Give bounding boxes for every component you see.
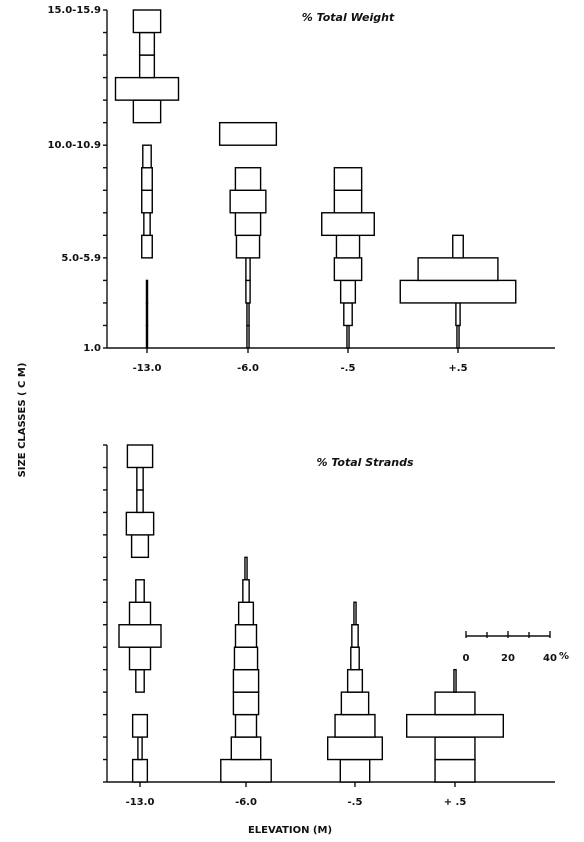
kite-segment: [456, 324, 460, 349]
y-tick-label: 10.0-10.9: [48, 140, 102, 151]
kite-segment: [126, 444, 154, 469]
kite-segment: [141, 234, 153, 259]
chart-title: % Total Strands: [316, 456, 414, 469]
x-tick-label: -.5: [341, 363, 356, 374]
kite-segment: [125, 511, 155, 536]
kite-segment: [406, 713, 505, 738]
scale-label: 0: [463, 653, 470, 664]
kite-segment: [350, 646, 360, 671]
kite-segment: [136, 489, 144, 514]
kite-segment: [138, 31, 156, 56]
x-axis-label: ELEVATION (M): [248, 825, 332, 836]
kite-segment: [333, 257, 363, 282]
kite-segment: [339, 758, 371, 783]
kite-segment: [128, 601, 152, 626]
y-tick-label: 15.0-15.9: [48, 5, 102, 16]
kite-segment: [142, 144, 152, 169]
kite-segment: [218, 121, 278, 146]
kite-segment: [130, 534, 150, 559]
scale-label: 20: [501, 653, 515, 664]
kite-segment: [327, 736, 384, 761]
kite-segment: [333, 167, 363, 191]
kite-segment: [434, 691, 476, 716]
kite-segment: [232, 668, 260, 693]
kite-segment: [137, 736, 143, 761]
y-tick-label: 5.0-5.9: [61, 253, 101, 264]
kite-segment: [333, 189, 363, 214]
kite-segment: [434, 758, 476, 783]
kite-segment: [145, 302, 149, 327]
chart-title: % Total Weight: [302, 11, 395, 24]
scale-label: 40: [543, 653, 557, 664]
kite-segment: [136, 466, 144, 491]
kite-segment: [229, 189, 267, 214]
kite-segment: [346, 668, 364, 693]
kite-segment: [246, 324, 250, 349]
kite-segment: [339, 279, 357, 304]
x-tick-label: +.5: [448, 363, 467, 374]
x-tick-label: + .5: [444, 797, 467, 808]
kite-segment: [234, 624, 258, 648]
kite-segment: [246, 302, 250, 327]
kite-segment: [321, 212, 375, 237]
kite-segment: [346, 324, 350, 349]
kite-segment: [233, 646, 259, 671]
kite-segment: [353, 601, 357, 626]
kite-segment: [245, 257, 251, 282]
kite-segment: [232, 691, 260, 716]
kite-segment: [234, 212, 262, 237]
kite-segment: [114, 76, 180, 101]
kite-segment: [234, 167, 262, 191]
kite-segment: [334, 713, 376, 738]
kite-segment: [135, 668, 145, 693]
kite-segment: [235, 234, 261, 259]
kite-segment: [399, 279, 517, 304]
kite-segment: [141, 189, 153, 214]
kite-segment: [128, 646, 152, 671]
kite-segment: [245, 279, 251, 304]
kite-segment: [143, 212, 151, 237]
kite-segment: [417, 257, 499, 282]
kite-segment: [220, 758, 272, 783]
kite-segment: [234, 713, 258, 738]
y-axis-label: SIZE CLASSES ( C M): [17, 363, 28, 478]
kite-segment: [244, 556, 248, 581]
kite-segment: [237, 601, 255, 626]
scale-unit: %: [559, 651, 569, 662]
kite-segment: [145, 279, 149, 304]
kite-segment: [131, 758, 149, 783]
x-tick-label: -13.0: [133, 363, 162, 374]
kite-segment: [453, 668, 457, 693]
kite-segment: [351, 624, 359, 648]
kite-segment: [455, 302, 461, 327]
kite-segment: [118, 624, 162, 648]
y-tick-label: 1.0: [83, 343, 101, 354]
kite-segment: [340, 691, 370, 716]
x-tick-label: -6.0: [237, 363, 259, 374]
kite-segment: [131, 713, 149, 738]
kite-segment: [230, 736, 262, 761]
kite-segment: [452, 234, 464, 259]
kite-segment: [145, 324, 149, 349]
kite-segment: [343, 302, 353, 327]
kite-segment: [135, 579, 145, 603]
kite-segment: [242, 579, 250, 603]
kite-segment: [132, 99, 162, 124]
kite-segment: [141, 167, 153, 191]
x-tick-label: -13.0: [126, 797, 155, 808]
kite-segment: [434, 736, 476, 761]
kite-segment: [335, 234, 361, 259]
kite-segment: [132, 9, 162, 34]
x-tick-label: -6.0: [235, 797, 257, 808]
kite-segment: [138, 54, 156, 79]
x-tick-label: -.5: [348, 797, 363, 808]
